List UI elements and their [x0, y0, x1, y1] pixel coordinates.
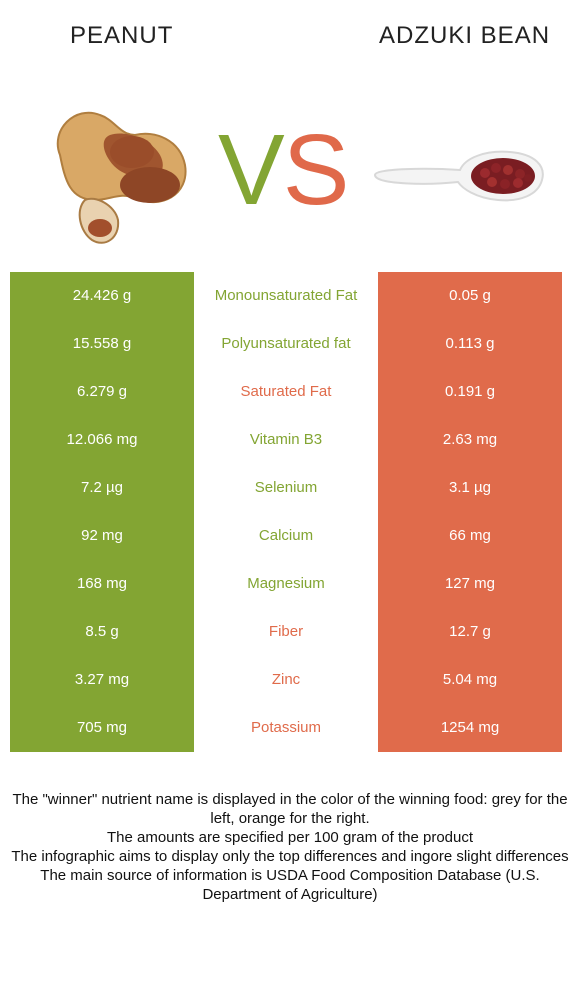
right-value: 3.1 µg: [448, 479, 491, 496]
vs-label: VS: [218, 120, 349, 220]
table-row: 6.279 g Saturated Fat 0.191 g: [10, 368, 562, 416]
footer-line: The "winner" nutrient name is displayed …: [12, 791, 568, 827]
table-row: 24.426 g Monounsaturated Fat 0.05 g: [10, 272, 562, 320]
nutrient-name: Zinc: [271, 671, 301, 688]
right-value: 2.63 mg: [442, 431, 498, 448]
nutrient-name: Fiber: [268, 623, 304, 640]
left-value: 6.279 g: [76, 383, 128, 400]
peanut-image: [56, 111, 187, 244]
right-value: 12.7 g: [449, 623, 491, 640]
right-value: 66 mg: [449, 527, 491, 544]
vs-s: S: [282, 114, 350, 226]
adzuki-bean-spoon-image: [373, 150, 544, 202]
left-value: 8.5 g: [85, 623, 119, 640]
nutrient-name: Vitamin B3: [249, 431, 323, 448]
left-column: [10, 272, 194, 752]
table-row: 92 mg Calcium 66 mg: [10, 512, 562, 560]
table-row: 12.066 mg Vitamin B3 2.63 mg: [10, 416, 562, 464]
table-row: 15.558 g Polyunsaturated fat 0.113 g: [10, 320, 562, 368]
nutrient-name: Polyunsaturated fat: [221, 335, 351, 352]
nutrient-name: Potassium: [250, 719, 322, 736]
right-value: 0.05 g: [449, 287, 491, 304]
right-value: 1254 mg: [440, 719, 500, 736]
left-value: 168 mg: [76, 575, 128, 592]
table-row: 705 mg Potassium 1254 mg: [10, 704, 562, 752]
right-food-title: ADZUKI BEAN: [379, 22, 551, 49]
right-value: 0.113 g: [445, 335, 495, 352]
comparison-table: 24.426 g Monounsaturated Fat 0.05 g 15.558 …: [10, 272, 562, 752]
left-value: 15.558 g: [72, 335, 132, 352]
nutrient-name: Magnesium: [247, 575, 325, 592]
nutrient-name: Monounsaturated Fat: [214, 287, 358, 304]
left-value: 12.066 mg: [66, 431, 138, 448]
table-row: 168 mg Magnesium 127 mg: [10, 560, 562, 608]
left-value: 24.426 g: [72, 287, 132, 304]
left-value: 7.2 µg: [80, 479, 123, 496]
table-row: 8.5 g Fiber 12.7 g: [10, 608, 562, 656]
right-value: 0.191 g: [444, 383, 496, 400]
footer-line: The infographic aims to display only the…: [11, 848, 569, 865]
left-value: 705 mg: [76, 719, 128, 736]
table-row: 3.27 mg Zinc 5.04 mg: [10, 656, 562, 704]
footer-line: The main source of information is USDA F…: [40, 867, 540, 903]
right-column: [378, 272, 562, 752]
left-food-title: PEANUT: [70, 22, 174, 49]
left-value: 92 mg: [81, 527, 123, 544]
vs-v: V: [218, 114, 285, 226]
nutrient-name: Saturated Fat: [240, 383, 332, 400]
footer-line: The amounts are specified per 100 gram o…: [106, 829, 474, 846]
right-value: 5.04 mg: [442, 671, 498, 688]
nutrient-name: Calcium: [258, 527, 314, 544]
table-row: 7.2 µg Selenium 3.1 µg: [10, 464, 562, 512]
left-value: 3.27 mg: [74, 671, 130, 688]
right-value: 127 mg: [444, 575, 496, 592]
nutrient-name: Selenium: [254, 479, 318, 496]
footer-notes: The "winner" nutrient name is displayed …: [10, 790, 570, 904]
